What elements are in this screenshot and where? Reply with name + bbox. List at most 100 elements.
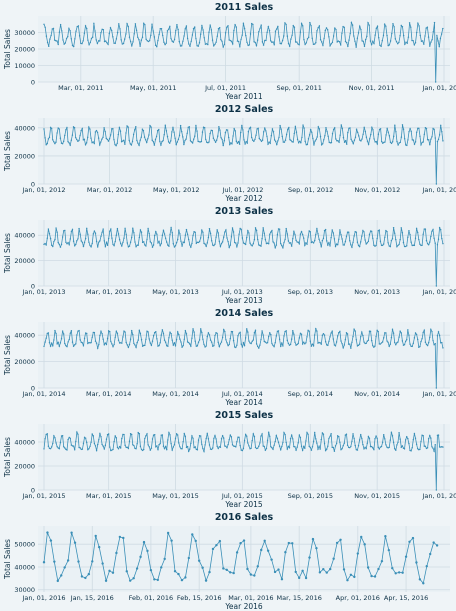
data-point bbox=[197, 341, 200, 343]
data-point bbox=[249, 448, 251, 450]
data-point bbox=[235, 140, 238, 142]
data-point bbox=[43, 448, 45, 450]
data-point bbox=[246, 142, 248, 144]
data-point bbox=[64, 42, 67, 44]
data-point bbox=[139, 45, 141, 47]
data-point bbox=[146, 433, 148, 435]
data-point bbox=[167, 28, 170, 30]
data-point bbox=[419, 135, 421, 137]
data-point bbox=[91, 36, 94, 38]
data-point bbox=[202, 338, 204, 340]
data-point bbox=[48, 233, 51, 235]
data-point bbox=[384, 236, 386, 238]
data-point bbox=[344, 338, 347, 341]
data-point bbox=[163, 557, 166, 561]
data-point bbox=[402, 128, 405, 131]
data-point bbox=[385, 332, 387, 334]
data-point bbox=[198, 434, 201, 437]
data-point bbox=[101, 443, 103, 446]
data-point bbox=[73, 245, 76, 247]
data-point bbox=[275, 28, 278, 30]
data-point bbox=[288, 126, 290, 129]
data-point bbox=[401, 26, 404, 28]
data-point bbox=[171, 131, 173, 133]
data-point bbox=[409, 233, 411, 236]
data-point bbox=[59, 342, 62, 344]
data-point bbox=[122, 433, 124, 436]
data-point bbox=[117, 133, 120, 136]
data-point bbox=[234, 24, 236, 26]
data-point bbox=[382, 142, 384, 144]
data-point bbox=[136, 443, 138, 445]
data-point bbox=[97, 545, 101, 549]
data-point bbox=[328, 340, 330, 343]
data-point bbox=[411, 244, 413, 247]
data-point bbox=[276, 234, 279, 236]
data-point bbox=[163, 134, 165, 136]
data-point bbox=[206, 141, 208, 144]
data-point bbox=[331, 446, 333, 449]
data-point bbox=[338, 141, 340, 144]
data-point bbox=[424, 35, 426, 37]
data-point bbox=[431, 39, 433, 41]
data-point bbox=[347, 446, 350, 449]
data-point bbox=[406, 245, 408, 247]
data-point bbox=[248, 232, 250, 234]
data-point bbox=[416, 448, 419, 450]
data-point bbox=[121, 437, 123, 440]
data-point bbox=[350, 244, 352, 246]
data-point bbox=[260, 548, 263, 552]
data-point bbox=[138, 39, 140, 41]
data-point bbox=[82, 442, 85, 445]
data-point bbox=[430, 41, 432, 43]
data-point bbox=[377, 133, 380, 136]
data-point bbox=[168, 337, 170, 339]
data-point bbox=[335, 341, 338, 343]
data-point bbox=[55, 227, 57, 229]
data-point bbox=[150, 34, 152, 37]
data-point bbox=[276, 437, 279, 440]
data-point bbox=[111, 343, 113, 345]
data-point bbox=[69, 437, 72, 440]
data-point bbox=[337, 40, 340, 42]
data-point bbox=[73, 344, 76, 346]
data-point bbox=[367, 240, 370, 243]
data-point bbox=[411, 447, 413, 449]
data-point bbox=[421, 40, 424, 42]
data-point bbox=[140, 39, 143, 41]
data-point bbox=[330, 141, 333, 144]
data-point bbox=[122, 241, 124, 244]
data-point bbox=[281, 445, 283, 448]
data-point bbox=[250, 447, 252, 449]
data-point bbox=[269, 142, 271, 145]
data-point bbox=[415, 561, 418, 564]
data-point bbox=[353, 328, 355, 330]
data-point bbox=[187, 556, 191, 560]
data-point bbox=[399, 438, 401, 440]
data-point bbox=[203, 37, 205, 39]
data-point bbox=[60, 338, 63, 340]
data-point bbox=[356, 449, 359, 451]
data-point bbox=[170, 539, 173, 542]
data-point bbox=[284, 551, 287, 554]
data-point bbox=[441, 341, 443, 344]
data-point bbox=[366, 340, 368, 342]
data-point bbox=[65, 129, 67, 131]
data-point bbox=[240, 228, 242, 231]
data-point bbox=[288, 242, 291, 244]
data-point bbox=[102, 445, 104, 447]
data-point bbox=[309, 21, 311, 24]
data-point bbox=[148, 134, 150, 136]
data-point bbox=[258, 445, 260, 447]
data-point bbox=[315, 233, 317, 236]
y-axis-label: Total Sales bbox=[3, 437, 12, 478]
data-point bbox=[304, 447, 306, 449]
data-point bbox=[82, 40, 84, 42]
data-point bbox=[247, 131, 250, 133]
data-point bbox=[224, 32, 227, 34]
data-point bbox=[143, 448, 145, 451]
data-point bbox=[377, 446, 379, 449]
data-point bbox=[393, 232, 396, 234]
data-point bbox=[223, 43, 226, 46]
data-point bbox=[100, 235, 102, 237]
